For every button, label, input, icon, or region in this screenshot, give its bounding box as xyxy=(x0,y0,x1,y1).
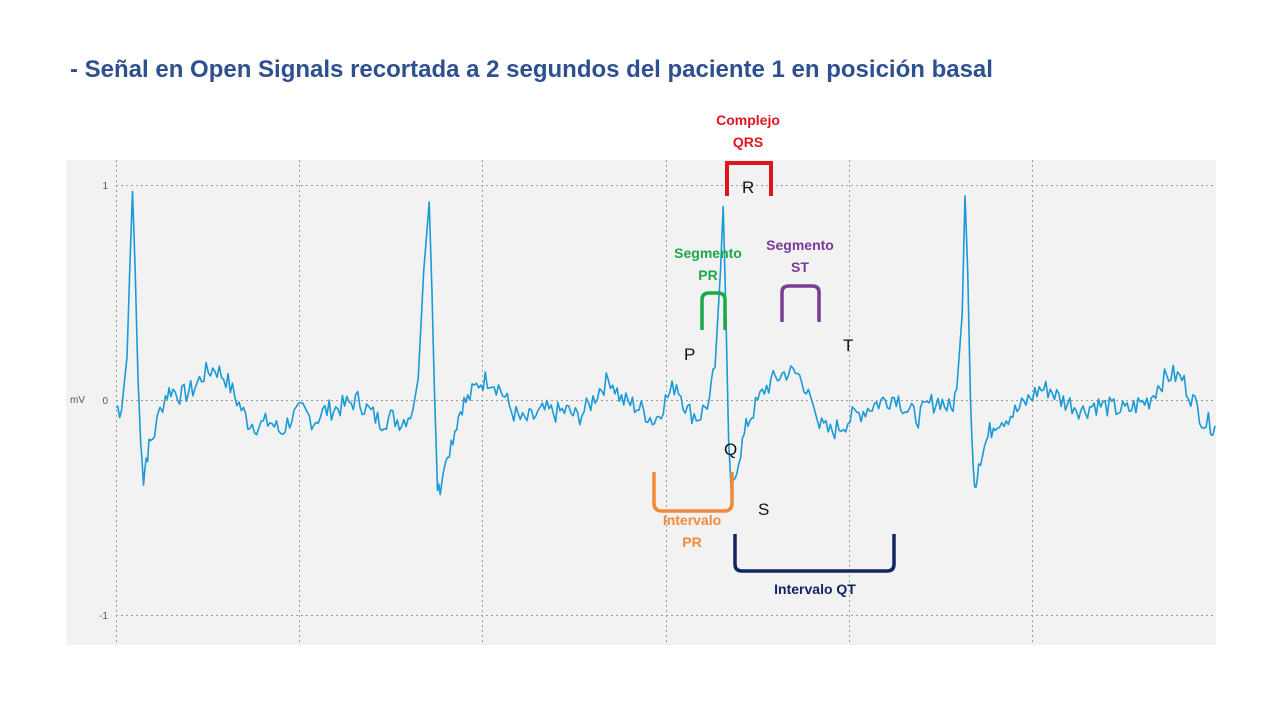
y-tick-label: 0 xyxy=(102,396,108,407)
segment-st-annotation: Segmento ST xyxy=(766,237,834,322)
ecg-signal-line xyxy=(115,190,1216,498)
qrs-bracket xyxy=(725,161,773,196)
interval-qt-bracket xyxy=(733,534,896,573)
y-tick-label: -1 xyxy=(99,611,108,622)
qrs-annotation: Complejo QRS xyxy=(716,112,780,196)
wave-label-r: R xyxy=(742,178,754,197)
segment-pr-label: Segmento PR xyxy=(674,245,742,283)
y-axis-label: mV xyxy=(70,395,85,406)
slide-title: - Señal en Open Signals recortada a 2 se… xyxy=(70,56,993,83)
segment-st-label: Segmento ST xyxy=(766,237,834,275)
segment-pr-bracket xyxy=(700,291,727,330)
y-tick-label: 1 xyxy=(102,181,108,192)
wave-label-q: Q xyxy=(724,440,737,459)
wave-label-s: S xyxy=(758,500,769,519)
interval-pr-annotation: Intervalo PR xyxy=(652,472,734,550)
interval-qt-label: Intervalo QT xyxy=(774,581,856,597)
interval-pr-label: Intervalo PR xyxy=(663,512,721,550)
wave-label-t: T xyxy=(843,336,853,355)
interval-qt-annotation: Intervalo QT xyxy=(733,534,896,597)
qrs-label: Complejo QRS xyxy=(716,112,780,150)
segment-st-bracket xyxy=(780,284,821,322)
wave-label-p: P xyxy=(684,345,695,364)
interval-pr-bracket xyxy=(652,472,734,513)
wave-labels: R P T Q S xyxy=(684,178,853,519)
y-axis: 1 0 -1 xyxy=(99,181,108,622)
segment-pr-annotation: Segmento PR xyxy=(674,245,742,330)
